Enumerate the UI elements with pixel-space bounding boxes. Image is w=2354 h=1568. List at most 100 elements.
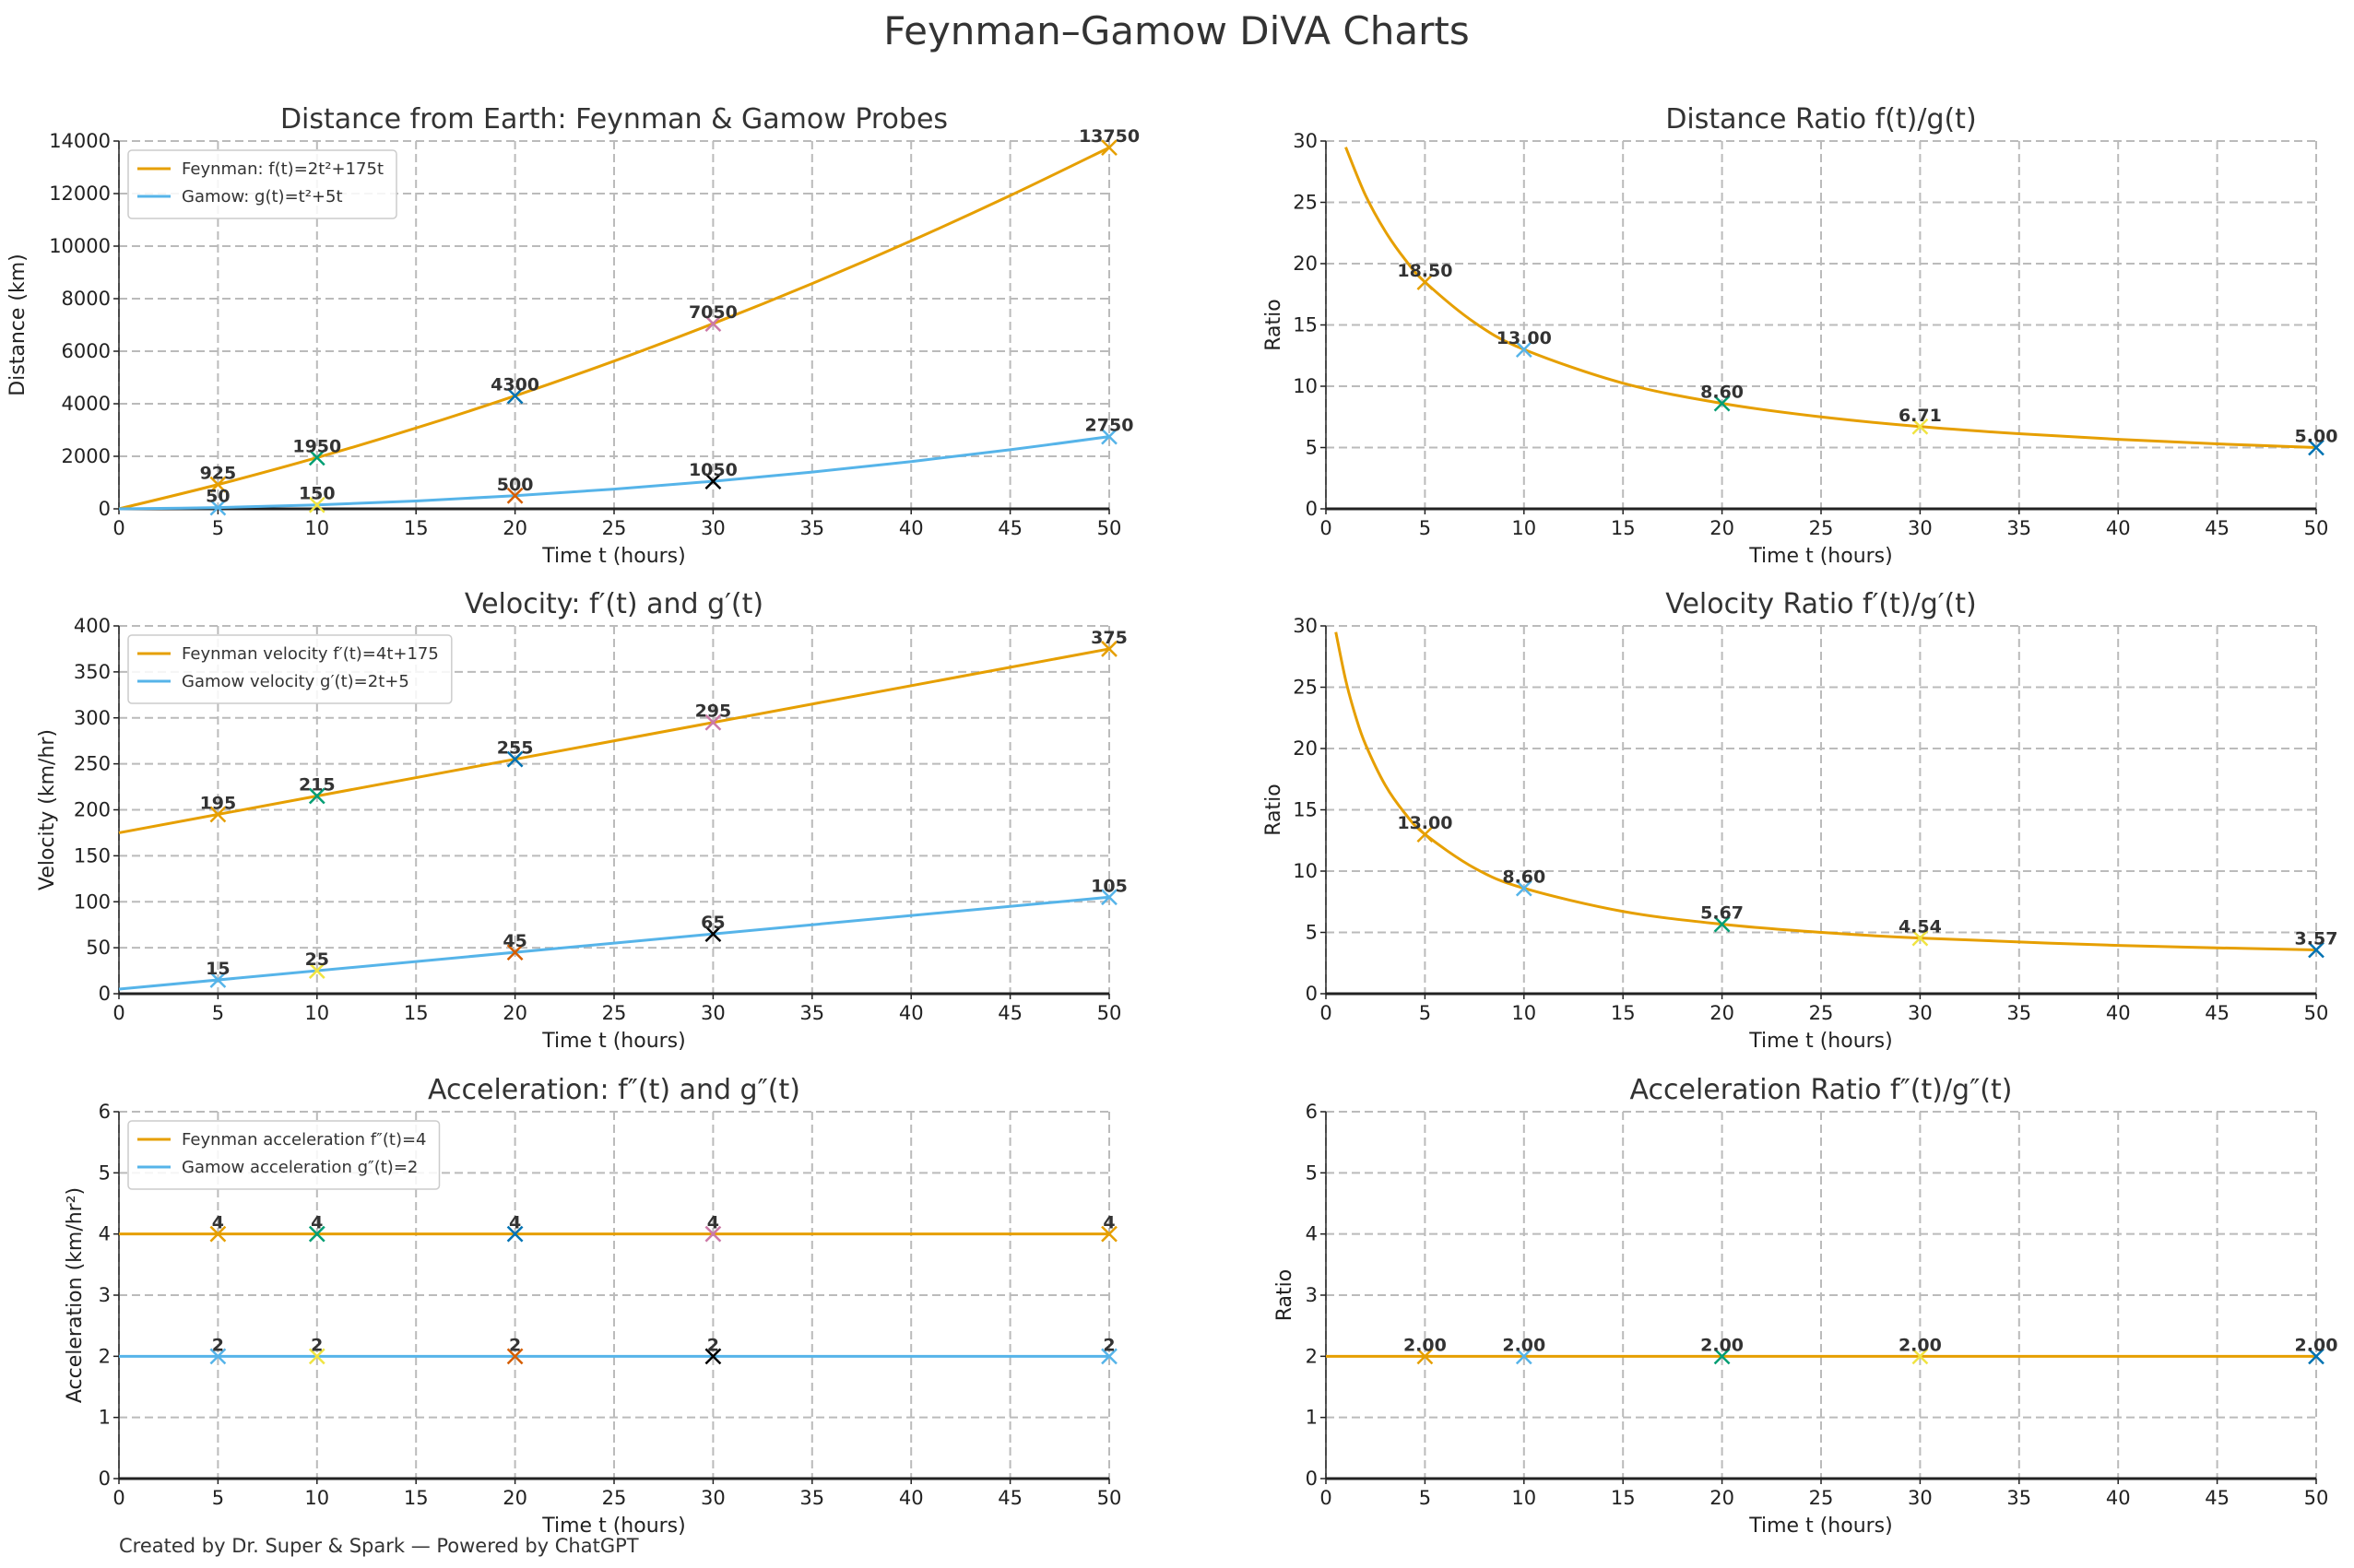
y-tick-label: 350 [74,661,111,683]
y-tick-label: 6 [99,1101,111,1123]
data-point-label: 2 [1103,1335,1115,1355]
data-point-marker [2308,439,2324,456]
data-point-label: 500 [497,475,534,495]
series-line-2 [118,895,1110,991]
data-point-marker [308,1348,325,1365]
x-axis-label: Time t (hours) [1748,1030,1892,1053]
data-point-label: 18.50 [1397,261,1452,281]
x-tick-label: 25 [1809,1002,1834,1024]
data-point-label: 195 [200,793,237,813]
x-tick-label: 10 [304,517,329,539]
data-point-marker [308,496,325,513]
data-point-marker [1911,929,1929,947]
y-tick-label: 4 [99,1223,111,1245]
data-point-label: 150 [299,484,336,504]
data-point-label: 8.60 [1502,867,1545,888]
x-tick-label: 50 [2304,517,2329,539]
x-tick-label: 45 [998,1487,1023,1509]
data-point-marker [506,750,524,768]
data-point-label: 2 [212,1335,224,1355]
x-axis-label: Time t (hours) [541,1515,685,1538]
series-line-2 [118,435,1110,511]
x-tick-label: 40 [2106,1002,2131,1024]
chart-5: Acceleration: f″(t) and g″(t)0 5 10 15 20 25 3… [64,1074,1121,1538]
chart-title: Acceleration Ratio f″(t)/g″(t) [1630,1074,2013,1106]
y-axis-label: Distance (km) [6,253,30,396]
y-tick-label: 20 [1293,253,1318,275]
x-tick-label: 35 [2006,1487,2031,1509]
x-tick-label: 20 [503,517,527,539]
chart-title: Distance from Earth: Feynman & Gamow Pro… [280,103,948,136]
x-tick-label: 40 [899,1487,924,1509]
data-point-marker [1416,826,1434,843]
y-tick-label: 5 [1306,437,1318,459]
data-point-label: 13.00 [1397,813,1452,833]
x-tick-label: 35 [799,517,824,539]
x-tick-label: 15 [404,517,429,539]
data-point-label: 215 [299,775,336,796]
x-tick-label: 35 [799,1487,824,1509]
data-point-marker [1515,341,1532,358]
data-point-label: 2.00 [1899,1335,1942,1355]
x-tick-label: 0 [112,1487,124,1509]
chart-title: Velocity: f′(t) and g′(t) [465,588,763,620]
data-point-marker [209,972,227,988]
x-tick-label: 0 [1319,1487,1331,1509]
x-tick-label: 35 [2006,517,2031,539]
data-point-label: 3.57 [2295,929,2338,949]
y-tick-label: 20 [1293,737,1318,760]
data-point-marker [1911,418,1929,435]
x-tick-label: 25 [1809,1487,1834,1509]
data-point-label: 1950 [292,436,341,456]
x-tick-label: 45 [2205,1487,2230,1509]
data-point-label: 4300 [491,374,539,395]
data-point-marker [704,713,722,731]
data-point-marker [209,476,227,493]
y-tick-label: 0 [99,983,111,1005]
y-tick-label: 8000 [62,288,111,310]
data-point-label: 4 [311,1213,323,1233]
data-point-label: 5.67 [1700,903,1744,924]
data-point-marker [1416,1348,1434,1365]
x-tick-label: 5 [212,1002,224,1024]
x-tick-label: 40 [2106,1487,2131,1509]
x-axis-label: Time t (hours) [541,1030,685,1053]
x-tick-label: 20 [1709,1002,1734,1024]
x-tick-label: 15 [1611,1487,1636,1509]
data-point-marker [209,499,227,516]
legend-box [127,149,397,219]
x-tick-label: 30 [701,1487,726,1509]
data-point-marker [308,449,325,466]
y-tick-label: 30 [1293,130,1318,152]
x-tick-label: 30 [1908,1487,1933,1509]
x-tick-label: 5 [1419,1002,1431,1024]
data-point-label: 13.00 [1496,328,1552,348]
x-axis-label: Time t (hours) [1748,1515,1892,1538]
x-tick-label: 15 [1611,517,1636,539]
data-point-marker [2308,941,2324,959]
y-tick-label: 0 [99,1468,111,1490]
y-tick-label: 0 [1306,1468,1318,1490]
data-point-label: 2.00 [2295,1335,2338,1355]
y-tick-label: 250 [74,753,111,775]
x-tick-label: 0 [1319,517,1331,539]
x-tick-label: 5 [1419,517,1431,539]
x-tick-label: 45 [998,1002,1023,1024]
data-point-marker [209,1225,227,1243]
data-point-marker [704,315,722,332]
x-axis-label: Time t (hours) [541,545,685,568]
y-tick-label: 2000 [62,445,111,467]
x-tick-label: 50 [2304,1487,2329,1509]
x-tick-label: 15 [404,1487,429,1509]
data-point-label: 2 [707,1335,719,1355]
data-point-label: 4 [1103,1213,1115,1233]
data-point-label: 8.60 [1700,383,1744,403]
y-tick-label: 0 [1306,498,1318,520]
y-tick-label: 10 [1293,860,1318,882]
x-tick-label: 20 [1709,1487,1734,1509]
x-tick-label: 10 [1511,1487,1536,1509]
data-point-label: 45 [503,931,526,951]
x-tick-label: 40 [899,1002,924,1024]
data-point-label: 255 [497,738,534,759]
data-point-marker [506,387,524,405]
